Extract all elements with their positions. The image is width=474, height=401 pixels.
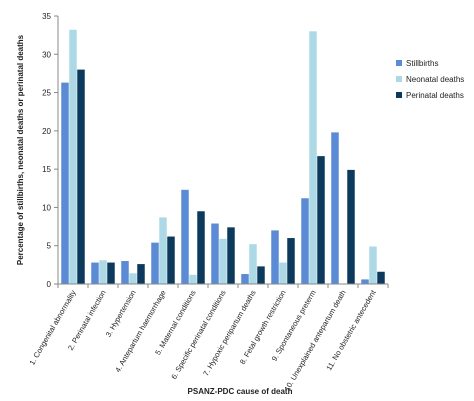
- bar: [317, 156, 325, 284]
- bar: [181, 189, 189, 284]
- x-tick-label: 10. Unexplained antepartum death: [282, 289, 347, 393]
- bar: [257, 266, 265, 284]
- y-axis-title: Percentage of stillbirths, neonatal deat…: [16, 34, 25, 265]
- bar: [249, 244, 257, 284]
- bar: [151, 242, 159, 284]
- x-tick-label: 3. Hypertension: [104, 289, 138, 339]
- bar: [121, 261, 129, 284]
- x-tick-label: 6. Specific perinatal conditions: [169, 288, 228, 380]
- bar: [69, 29, 77, 285]
- y-tick-label: 20: [42, 127, 51, 136]
- bar: [91, 262, 99, 284]
- bar: [159, 217, 167, 284]
- bar: [107, 262, 115, 284]
- bar: [227, 227, 235, 284]
- y-tick-label: 0: [47, 280, 52, 289]
- bar: [279, 262, 287, 284]
- bar: [167, 236, 175, 284]
- y-axis: 0 5 10 15 20 25 30 35: [42, 12, 59, 289]
- bar: [129, 273, 137, 284]
- bar: [347, 169, 355, 284]
- y-tick-label: 5: [47, 242, 52, 251]
- bar: [197, 211, 205, 284]
- legend-label: Perinatal deaths: [406, 91, 464, 100]
- x-axis-title: PSANZ-PDC cause of death: [188, 387, 293, 396]
- bar: [61, 82, 69, 285]
- x-tick-label: 1. Congenital abnormality: [27, 288, 77, 366]
- y-tick-label: 15: [42, 165, 51, 174]
- y-tick-label: 35: [42, 12, 51, 21]
- bar: [77, 69, 85, 284]
- legend-swatch: [396, 76, 402, 82]
- bar: [331, 132, 339, 284]
- bar: [219, 238, 227, 284]
- legend-label: Neonatal deaths: [406, 75, 464, 84]
- bar: [189, 274, 197, 284]
- x-tick-label: 7. Hypoxic peripartum deaths: [201, 288, 258, 377]
- bar: [211, 223, 219, 284]
- legend: Stillbirths Neonatal deaths Perinatal deat…: [396, 59, 464, 100]
- bar: [271, 230, 279, 284]
- legend-swatch: [396, 60, 402, 66]
- bar: [241, 274, 249, 284]
- bars: [61, 29, 385, 285]
- bar: [377, 271, 385, 284]
- bar: [369, 246, 377, 284]
- y-tick-label: 25: [42, 89, 51, 98]
- bar: [309, 31, 317, 285]
- y-tick-label: 30: [42, 50, 51, 59]
- bar: [137, 264, 145, 284]
- bar: [361, 279, 369, 284]
- legend-label: Stillbirths: [406, 59, 438, 68]
- y-tick-label: 10: [42, 203, 51, 212]
- bar: [301, 198, 309, 284]
- bar: [287, 238, 295, 284]
- bar: [99, 260, 107, 284]
- legend-swatch: [396, 92, 402, 98]
